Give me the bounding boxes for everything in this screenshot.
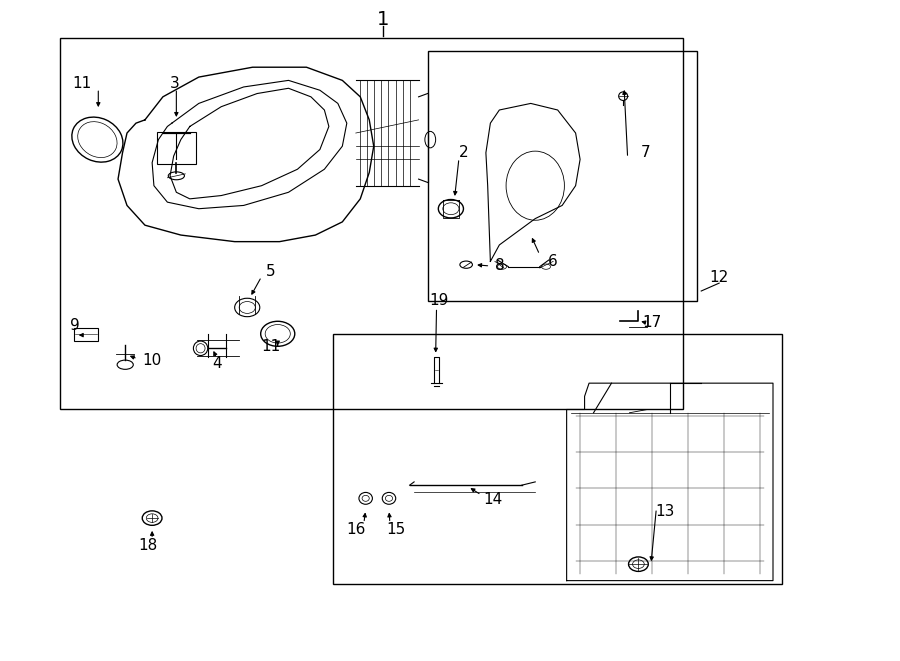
Text: 7: 7 <box>641 145 651 160</box>
Text: 15: 15 <box>386 522 406 537</box>
Text: 10: 10 <box>142 353 162 368</box>
Text: 14: 14 <box>483 492 503 507</box>
Text: 6: 6 <box>548 254 558 269</box>
Text: 16: 16 <box>346 522 365 537</box>
Text: 3: 3 <box>170 76 179 91</box>
Text: 9: 9 <box>70 318 80 332</box>
Text: 19: 19 <box>429 293 449 309</box>
Text: 11: 11 <box>73 76 92 91</box>
Text: 11: 11 <box>261 340 280 354</box>
Text: 17: 17 <box>643 315 662 330</box>
Text: 4: 4 <box>212 356 221 371</box>
Text: 5: 5 <box>266 264 275 279</box>
Text: 8: 8 <box>494 258 504 274</box>
Text: 12: 12 <box>709 270 729 286</box>
Text: 18: 18 <box>138 537 157 553</box>
Text: 2: 2 <box>459 145 468 160</box>
Text: 13: 13 <box>655 504 675 519</box>
Text: 1: 1 <box>376 11 389 29</box>
